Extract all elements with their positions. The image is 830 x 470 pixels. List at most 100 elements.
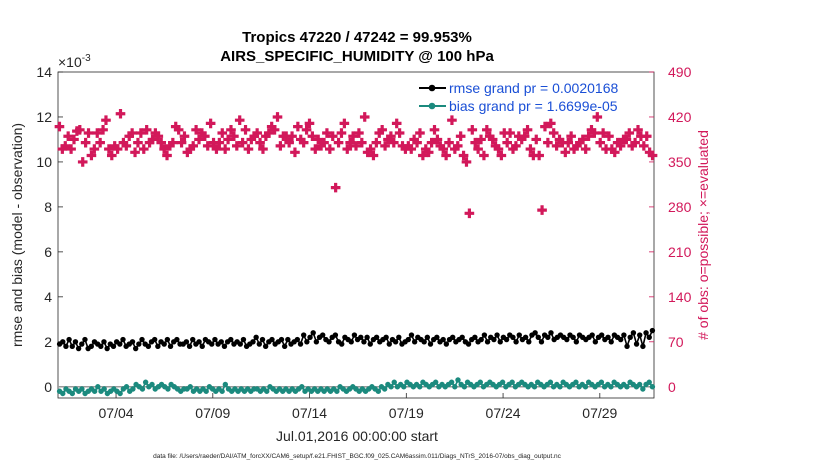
obs-count-point	[202, 141, 213, 151]
bias-point	[432, 379, 439, 385]
obs-count-point	[130, 147, 140, 158]
bias-point	[477, 379, 483, 385]
obs-count-point	[269, 125, 280, 135]
rmse-point	[145, 343, 152, 349]
obs-count-point	[211, 144, 222, 154]
bias-point	[582, 384, 589, 390]
obs-count-point	[447, 115, 457, 125]
rmse-point	[304, 339, 310, 345]
obs-count-point	[438, 144, 449, 154]
rmse-point	[183, 339, 190, 345]
obs-count-point	[641, 131, 652, 142]
obs-count-point	[592, 112, 603, 122]
bias-point	[139, 386, 146, 392]
obs-count-point	[80, 137, 91, 148]
obs-count-point	[537, 205, 547, 215]
obs-count-point	[534, 150, 544, 161]
left-axis-ticks: 0 2 4 6 8 10 12 14	[36, 64, 63, 395]
bias-point	[381, 386, 388, 392]
obs-count-point	[432, 134, 443, 145]
obs-count-point	[604, 131, 614, 142]
obs-count-point	[272, 112, 283, 122]
obs-count-point	[333, 137, 344, 148]
bias-point	[509, 379, 515, 385]
obs-count-point	[298, 137, 309, 148]
bias-point	[117, 390, 123, 397]
left-axis-exponent-base: ×10	[58, 54, 82, 70]
rmse-point	[570, 334, 576, 340]
rmse-point	[424, 334, 431, 340]
bias-point	[375, 388, 382, 394]
obs-count-point	[388, 137, 399, 148]
obs-count-point	[336, 128, 347, 138]
obs-count-point	[287, 131, 297, 142]
obs-count-point	[179, 131, 190, 142]
obs-count-point	[357, 137, 367, 148]
rmse-point	[618, 336, 624, 343]
rmse-series	[56, 327, 656, 352]
obs-count-point	[75, 125, 85, 135]
rmse-point	[545, 334, 551, 340]
rmse-point	[361, 339, 367, 345]
rmse-point	[643, 330, 649, 336]
bias-point	[455, 377, 461, 383]
obs-count-point	[467, 125, 478, 135]
x-tick-label: 07/19	[389, 405, 424, 421]
rmse-point	[484, 339, 491, 345]
rmse-point	[98, 343, 104, 349]
bias-point	[448, 379, 455, 385]
bias-point	[531, 384, 538, 390]
obs-count-point	[548, 128, 559, 138]
rmse-point	[167, 343, 174, 349]
rmse-point	[259, 336, 266, 343]
rmse-point	[513, 339, 519, 345]
obs-count-point	[60, 141, 71, 151]
obs-count-point	[342, 144, 353, 154]
legend-marker-rmse	[428, 84, 436, 92]
rmse-point	[161, 341, 167, 347]
left-tick-label: 6	[44, 244, 52, 260]
x-axis-label: Jul.01,2016 00:00:00 start	[276, 428, 438, 444]
rmse-point	[608, 339, 614, 345]
obs-count-point	[609, 147, 620, 158]
bias-point	[165, 386, 171, 392]
rmse-point	[139, 336, 145, 343]
bias-point	[219, 388, 225, 394]
rmse-point	[256, 341, 263, 347]
rmse-point	[640, 343, 646, 349]
obs-count-point	[243, 144, 254, 154]
bias-series	[56, 377, 656, 397]
rmse-point	[564, 336, 570, 343]
obs-count-point	[461, 157, 472, 167]
right-tick-label: 210	[668, 244, 692, 260]
rmse-point	[421, 339, 427, 345]
obs-count-point	[191, 125, 201, 135]
rmse-point	[481, 332, 488, 338]
obs-count-point	[615, 141, 626, 151]
rmse-point	[627, 334, 633, 340]
rmse-point	[79, 341, 85, 347]
rmse-point	[637, 332, 643, 338]
rmse-point	[478, 336, 484, 343]
obs-count-point	[595, 137, 606, 148]
chart-title: Tropics 47220 / 47242 = 99.953%	[242, 29, 472, 46]
bias-point	[624, 384, 630, 390]
obs-count-point	[624, 128, 635, 138]
obs-count-point	[275, 141, 286, 151]
obs-count-point	[310, 144, 321, 154]
rmse-point	[320, 332, 326, 338]
bias-point	[203, 388, 209, 394]
rmse-point	[548, 330, 554, 336]
legend: rmse grand pr = 0.0020168 bias grand pr …	[419, 80, 618, 114]
left-axis-exponent-power: -3	[82, 53, 91, 64]
right-tick-label: 280	[668, 199, 692, 215]
obs-count-point	[415, 128, 425, 138]
obs-count-point	[380, 141, 390, 151]
rmse-point	[136, 341, 142, 347]
obs-count-point	[104, 144, 114, 154]
obs-count-point	[106, 150, 117, 161]
rmse-point	[497, 339, 503, 345]
obs-count-point	[452, 141, 463, 151]
rmse-point	[392, 339, 399, 345]
obs-count-point	[307, 131, 318, 142]
